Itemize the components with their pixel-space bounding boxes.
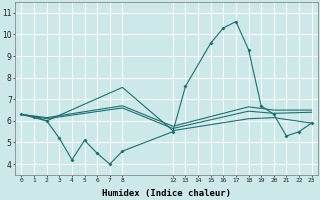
X-axis label: Humidex (Indice chaleur): Humidex (Indice chaleur) bbox=[102, 189, 231, 198]
